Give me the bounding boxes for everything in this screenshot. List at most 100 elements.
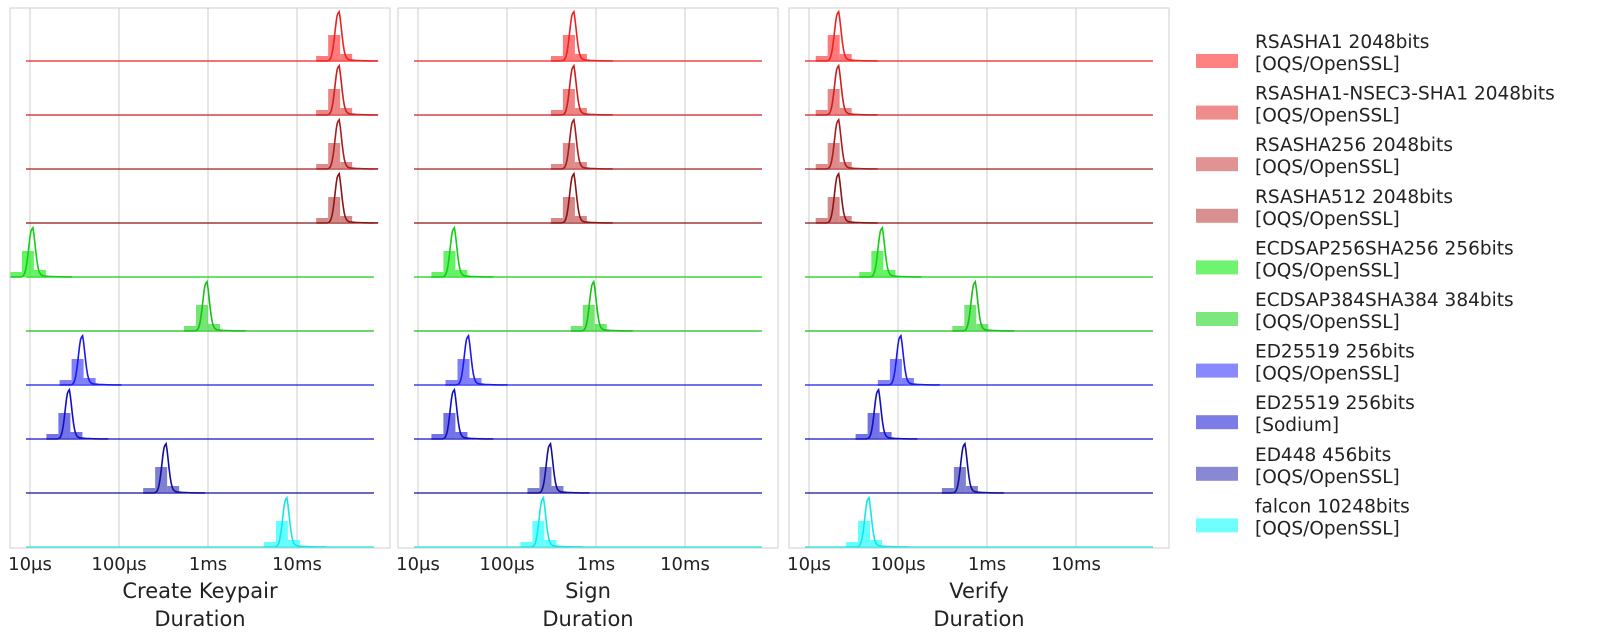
x-axis-label: Sign — [565, 579, 611, 603]
histogram-bar — [527, 488, 540, 493]
legend-item: ED448 456bits[OQS/OpenSSL] — [1196, 445, 1400, 488]
legend-item: ECDSAP256SHA256 256bits[OQS/OpenSSL] — [1196, 238, 1514, 281]
kde-curve — [46, 387, 109, 440]
row-8 — [805, 387, 1153, 440]
legend-label: ED25519 256bits — [1255, 342, 1415, 363]
row-9 — [414, 441, 762, 494]
row-7 — [26, 333, 374, 386]
x-tick-label: 10ms — [272, 554, 322, 575]
row-6 — [414, 279, 762, 332]
histogram-bar — [46, 434, 59, 439]
row-3 — [26, 117, 379, 170]
kde-curve — [815, 171, 878, 224]
kde-curve — [550, 63, 613, 116]
legend-label: [OQS/OpenSSL] — [1255, 312, 1400, 333]
histogram-bar — [859, 272, 872, 277]
row-5 — [805, 225, 1153, 278]
row-1 — [805, 9, 1153, 62]
histogram-bar — [952, 326, 965, 331]
kde-curve — [9, 225, 72, 278]
legend-swatch — [1196, 363, 1238, 378]
legend-label: [OQS/OpenSSL] — [1255, 54, 1400, 75]
kde-curve — [316, 63, 379, 116]
panel-frame — [788, 7, 1170, 549]
legend-item: RSASHA1-NSEC3-SHA1 2048bits[OQS/OpenSSL] — [1196, 84, 1555, 127]
legend-label: [OQS/OpenSSL] — [1255, 518, 1400, 539]
legend-label: [OQS/OpenSSL] — [1255, 106, 1400, 127]
legend-item: ED25519 256bits[Sodium] — [1196, 393, 1415, 436]
panel-3: 10µs 100µs 1ms 10ms Verify Duration — [787, 7, 1170, 631]
histogram-bar — [845, 542, 858, 547]
kde-curve — [859, 225, 922, 278]
legend-swatch — [1196, 54, 1238, 68]
legend-label: [OQS/OpenSSL] — [1255, 260, 1400, 281]
panel-frame — [9, 7, 391, 549]
kde-curve — [815, 9, 878, 62]
legend-item: RSASHA512 2048bits[OQS/OpenSSL] — [1196, 187, 1453, 230]
kde-curve — [846, 495, 909, 548]
histogram-bar — [184, 326, 197, 331]
x-tick-label: 1ms — [189, 554, 227, 575]
histogram-bar — [431, 434, 444, 439]
histogram-bar — [550, 110, 563, 115]
x-tick-label: 10ms — [1051, 554, 1101, 575]
legend-swatch — [1196, 260, 1238, 275]
histogram-bar — [445, 380, 458, 385]
kde-curve — [550, 117, 613, 170]
kde-curve — [550, 171, 613, 224]
kde-curve — [316, 9, 379, 62]
legend-item: RSASHA1 2048bits[OQS/OpenSSL] — [1196, 32, 1429, 75]
histogram-bar — [815, 218, 828, 223]
legend-swatch — [1196, 157, 1238, 172]
legend-label: [OQS/OpenSSL] — [1255, 157, 1400, 178]
row-9 — [26, 441, 374, 494]
row-5 — [414, 225, 762, 278]
legend-label: RSASHA512 2048bits — [1255, 187, 1453, 208]
legend-swatch — [1196, 105, 1238, 120]
legend-label: RSASHA256 2048bits — [1255, 135, 1453, 156]
kde-curve — [316, 117, 379, 170]
histogram-bar — [143, 488, 156, 493]
legend-swatch — [1196, 415, 1238, 430]
legend-label: [OQS/OpenSSL] — [1255, 467, 1400, 488]
histogram-bar — [815, 56, 828, 61]
legend-label: [OQS/OpenSSL] — [1255, 364, 1400, 385]
histogram-bar — [570, 326, 583, 331]
row-8 — [414, 387, 762, 440]
x-tick-label: 100µs — [91, 554, 146, 575]
histogram-bar — [9, 272, 22, 277]
legend-label: [OQS/OpenSSL] — [1255, 209, 1400, 230]
row-1 — [414, 9, 762, 62]
row-3 — [805, 117, 1153, 170]
kde-curve — [263, 495, 326, 548]
legend-item: ECDSAP384SHA384 384bits[OQS/OpenSSL] — [1196, 290, 1514, 333]
x-tick-label: 10ms — [660, 554, 710, 575]
histogram-bar — [316, 110, 329, 115]
kde-curve — [59, 333, 122, 386]
x-axis-label: Create Keypair — [122, 579, 278, 603]
legend-item: falcon 10248bits[OQS/OpenSSL] — [1196, 496, 1410, 539]
legend-label: ECDSAP256SHA256 256bits — [1255, 238, 1514, 259]
x-tick-label: 10µs — [787, 554, 831, 575]
histogram-bar — [855, 434, 868, 439]
kde-curve — [431, 225, 494, 278]
histogram-bar — [520, 542, 533, 547]
row-10 — [26, 495, 374, 548]
kde-curve — [815, 63, 878, 116]
histogram-bar — [263, 542, 276, 547]
kde-curve — [877, 333, 940, 386]
row-5 — [9, 225, 374, 278]
panel-2: 10µs 100µs 1ms 10ms Sign Duration — [396, 7, 779, 631]
histogram-bar — [815, 164, 828, 169]
kde-curve — [445, 333, 508, 386]
legend: RSASHA1 2048bits[OQS/OpenSSL] RSASHA1-NSE… — [1196, 32, 1555, 539]
row-1 — [26, 9, 379, 62]
x-tick-label: 100µs — [479, 554, 534, 575]
legend-item: ED25519 256bits[OQS/OpenSSL] — [1196, 342, 1415, 385]
legend-label: ED448 456bits — [1255, 445, 1391, 466]
row-8 — [26, 387, 374, 440]
kde-curve — [570, 279, 633, 332]
kde-curve — [941, 441, 1004, 494]
histogram-bar — [316, 164, 329, 169]
